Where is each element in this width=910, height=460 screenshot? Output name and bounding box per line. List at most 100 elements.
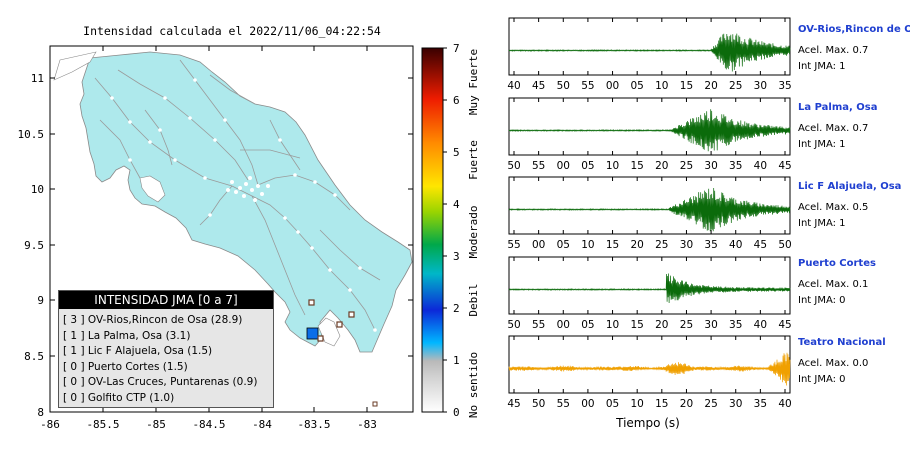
waveform-tick-label: 05 bbox=[581, 319, 594, 331]
waveform-tick-label: 00 bbox=[606, 80, 619, 92]
waveform-tick-label: 30 bbox=[704, 319, 717, 331]
waveform-tick-label: 20 bbox=[680, 398, 693, 410]
station-jma: Int JMA: 1 bbox=[798, 139, 846, 150]
waveform-panel: 40 45 50 55 00 05 10 15 20 25 30 35 bbox=[507, 17, 792, 92]
waveform-panel: 55 00 05 10 15 20 25 30 35 40 45 50 bbox=[507, 176, 792, 251]
station-acel: Acel. Max. 0.7 bbox=[798, 45, 869, 56]
seismic-waveform bbox=[508, 352, 791, 386]
map-y-tick-label: 10.5 bbox=[18, 128, 45, 141]
station-marker bbox=[308, 299, 315, 306]
station-acel: Acel. Max. 0.1 bbox=[798, 279, 869, 290]
station-info: La Palma, Osa Acel. Max. 0.7 Int JMA: 1 bbox=[798, 102, 910, 150]
waveform-frame bbox=[508, 97, 791, 156]
legend-row: [ 1 ] La Palma, Osa (3.1) bbox=[63, 329, 191, 342]
seismic-waveform bbox=[508, 109, 791, 152]
waveform-panel: 45 50 55 00 05 10 15 20 25 30 35 40 bbox=[507, 335, 792, 410]
waveform-tick-label: 30 bbox=[754, 80, 767, 92]
station-jma: Int JMA: 0 bbox=[798, 374, 846, 385]
station-jma: Int JMA: 1 bbox=[798, 218, 846, 229]
map-x-tick-label: -84 bbox=[252, 418, 272, 431]
station-acel: Acel. Max. 0.0 bbox=[798, 358, 869, 369]
map-title: Intensidad calculada el 2022/11/06_04:22… bbox=[83, 24, 381, 38]
station-name: Puerto Cortes bbox=[798, 258, 876, 269]
station-marker bbox=[348, 311, 355, 318]
waveform-tick-label: 00 bbox=[557, 160, 570, 172]
map-y-tick-label: 8.5 bbox=[24, 350, 44, 363]
waveform-tick-label: 15 bbox=[606, 239, 619, 251]
map-y-tick-label: 9 bbox=[37, 294, 44, 307]
station-name: La Palma, Osa bbox=[798, 102, 878, 113]
waveform-tick-label: 20 bbox=[655, 319, 668, 331]
scale-tick-label: 6 bbox=[453, 94, 460, 107]
map-x-tick-label: -83 bbox=[357, 418, 377, 431]
waveform-tick-label: 20 bbox=[704, 80, 717, 92]
waveform-tick-label: 25 bbox=[655, 239, 668, 251]
station-info: Puerto Cortes Acel. Max. 0.1 Int JMA: 0 bbox=[798, 258, 910, 306]
station-jma: Int JMA: 1 bbox=[798, 61, 846, 72]
legend-row: [ 0 ] Puerto Cortes (1.5) bbox=[63, 360, 188, 373]
scale-tick-label: 7 bbox=[453, 42, 460, 55]
waveform-tick-label: 05 bbox=[557, 239, 570, 251]
waveform-tick-label: 25 bbox=[729, 80, 742, 92]
waveform-tick-label: 55 bbox=[581, 80, 594, 92]
station-name: Teatro Nacional bbox=[798, 337, 886, 348]
seismic-waveform bbox=[508, 33, 791, 72]
waveform-tick-label: 35 bbox=[729, 319, 742, 331]
waveform-tick-label: 50 bbox=[507, 319, 520, 331]
scale-tick-label: 5 bbox=[453, 146, 460, 159]
waveform-tick-label: 00 bbox=[581, 398, 594, 410]
map-x-tick-label: -83.5 bbox=[297, 418, 330, 431]
waveform-tick-label: 10 bbox=[606, 160, 619, 172]
map-x-tick-label: -84.5 bbox=[192, 418, 225, 431]
waveform-tick-label: 40 bbox=[507, 80, 520, 92]
waveform-panels: 40 45 50 55 00 05 10 15 20 25 30 35 50 55 00 05 10 15 20 25… bbox=[507, 17, 792, 410]
station-info: Lic F Alajuela, Osa Acel. Max. 0.5 Int J… bbox=[798, 181, 910, 229]
station-acel: Acel. Max. 0.5 bbox=[798, 202, 869, 213]
waveform-tick-label: 45 bbox=[778, 319, 791, 331]
waveform-frame bbox=[508, 335, 791, 394]
town-markers bbox=[110, 78, 377, 332]
waveform-tick-label: 45 bbox=[754, 239, 767, 251]
scale-ticks: 0 1 2 3 4 5 6 7 bbox=[443, 42, 460, 419]
gulf-of-nicoya bbox=[139, 175, 166, 203]
waveform-tick-label: 20 bbox=[655, 160, 668, 172]
map-y-tick-label: 11 bbox=[31, 72, 44, 85]
scale-tick-label: 3 bbox=[453, 250, 460, 263]
map-x-axis: -86 -85.5 -85 -84.5 -84 -83.5 -83 bbox=[40, 46, 377, 431]
waveform-panel: 50 55 00 05 10 15 20 25 30 35 40 45 bbox=[507, 97, 792, 172]
waveform-tick-label: 45 bbox=[507, 398, 520, 410]
station-marker bbox=[372, 401, 378, 407]
waveform-tick-label: 45 bbox=[778, 160, 791, 172]
scale-tick-label: 2 bbox=[453, 302, 460, 315]
waveform-tick-label: 40 bbox=[729, 239, 742, 251]
map-y-axis: 11 10.5 10 9.5 9 8.5 8 bbox=[18, 72, 413, 419]
station-jma: Int JMA: 0 bbox=[798, 295, 846, 306]
seismic-waveform bbox=[508, 273, 791, 304]
waveform-tick-label: 35 bbox=[778, 80, 791, 92]
waveform-tick-label: 10 bbox=[630, 398, 643, 410]
scale-category-label: No sentido bbox=[467, 352, 480, 418]
waveform-tick-label: 25 bbox=[680, 319, 693, 331]
waveform-tick-label: 05 bbox=[606, 398, 619, 410]
legend-row: [ 0 ] OV-Las Cruces, Puntarenas (0.9) bbox=[63, 376, 258, 388]
scale-category-label: Debil bbox=[467, 283, 480, 316]
waveform-tick-label: 15 bbox=[630, 319, 643, 331]
costa-rica-landmass bbox=[79, 51, 413, 353]
scale-category-label: Fuerte bbox=[467, 140, 480, 180]
scale-tick-label: 1 bbox=[453, 354, 460, 367]
map-y-tick-label: 9.5 bbox=[24, 239, 44, 252]
map-x-tick-label: -86 bbox=[40, 418, 60, 431]
station-marker bbox=[336, 321, 343, 328]
waveform-tick-label: 55 bbox=[557, 398, 570, 410]
seismic-waveform bbox=[508, 187, 791, 232]
waveform-tick-label: 35 bbox=[754, 398, 767, 410]
legend-title: INTENSIDAD JMA [0 a 7] bbox=[59, 291, 273, 309]
waveform-tick-label: 20 bbox=[630, 239, 643, 251]
scale-tick-label: 0 bbox=[453, 406, 460, 419]
waveform-tick-label: 10 bbox=[581, 239, 594, 251]
waveform-tick-label: 35 bbox=[704, 239, 717, 251]
waveform-tick-label: 30 bbox=[680, 239, 693, 251]
waveform-frame bbox=[508, 256, 791, 315]
waveform-tick-label: 15 bbox=[680, 80, 693, 92]
